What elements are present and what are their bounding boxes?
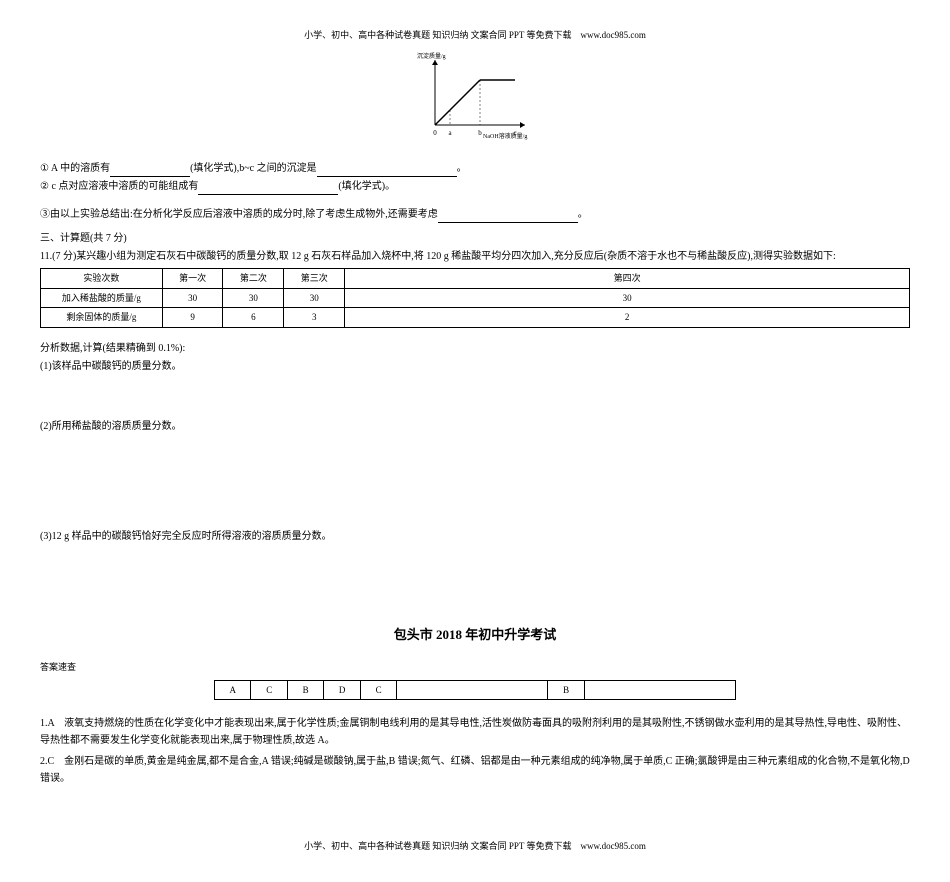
answer-cell: C (251, 680, 287, 699)
explanation-2: 2.C 金刚石是碳的单质,黄金是纯金属,都不是合金,A 错误;纯碱是碳酸钠,属于… (40, 753, 910, 787)
answer-cell: A (215, 680, 251, 699)
cell: 2 (345, 308, 910, 327)
cell: 30 (223, 288, 284, 307)
th-4: 第四次 (345, 269, 910, 288)
table-header-row: 实验次数 第一次 第二次 第三次 第四次 (41, 269, 910, 288)
th-1: 第一次 (162, 269, 223, 288)
exam-title: 包头市 2018 年初中升学考试 (40, 625, 910, 646)
svg-text:沉淀质量/g: 沉淀质量/g (417, 52, 446, 60)
answer-cell: D (324, 680, 360, 699)
blank-2 (198, 183, 338, 195)
table-row: 加入稀盐酸的质量/g 30 30 30 30 (41, 288, 910, 307)
answer-cell: B (287, 680, 323, 699)
question-11-intro: 11.(7 分)某兴趣小组为测定石灰石中碳酸钙的质量分数,取 12 g 石灰石样… (40, 249, 910, 265)
question-3: ③由以上实验总结出:在分析化学反应后溶液中溶质的成分时,除了考虑生成物外,还需要… (40, 207, 910, 223)
q3-text: ③由以上实验总结出:在分析化学反应后溶液中溶质的成分时,除了考虑生成物外,还需要… (40, 209, 438, 220)
blank-3 (438, 211, 578, 223)
cell: 6 (223, 308, 284, 327)
sub-question-2: (2)所用稀盐酸的溶质质量分数。 (40, 419, 910, 435)
section-3-heading: 三、计算题(共 7 分) (40, 231, 910, 247)
th-0: 实验次数 (41, 269, 163, 288)
th-2: 第二次 (223, 269, 284, 288)
experiment-data-table: 实验次数 第一次 第二次 第三次 第四次 加入稀盐酸的质量/g 30 30 30… (40, 268, 910, 327)
cell: 3 (284, 308, 345, 327)
cell: 30 (345, 288, 910, 307)
question-1: ① A 中的溶质有 (填化学式),b~c 之间的沉淀是 。 (40, 161, 910, 177)
svg-text:a: a (448, 129, 452, 137)
svg-text:0: 0 (433, 129, 437, 137)
th-3: 第三次 (284, 269, 345, 288)
q1-prefix: ① A 中的溶质有 (40, 163, 110, 174)
precipitate-chart: 0 a b c 沉淀质量/g NaOH溶液质量/g (40, 50, 910, 146)
q2-prefix: ② c 点对应溶液中溶质的可能组成有 (40, 181, 198, 192)
answer-cell (584, 680, 735, 699)
cell: 30 (284, 288, 345, 307)
cell: 9 (162, 308, 223, 327)
table-row: 剩余固体的质量/g 9 6 3 2 (41, 308, 910, 327)
answer-row: A C B D C B (215, 680, 736, 699)
question-2: ② c 点对应溶液中溶质的可能组成有 (填化学式)。 (40, 179, 910, 195)
blank-1a (110, 165, 190, 177)
q3-end: 。 (578, 209, 588, 220)
answer-cell: B (548, 680, 584, 699)
answer-cell (397, 680, 548, 699)
answer-table: A C B D C B (214, 680, 736, 700)
answer-label: 答案速查 (40, 660, 910, 674)
page-footer: 小学、初中、高中各种试卷真题 知识归纳 文案合同 PPT 等免费下载 www.d… (40, 839, 910, 853)
sub-question-3: (3)12 g 样品中的碳酸钙恰好完全反应时所得溶液的溶质质量分数。 (40, 529, 910, 545)
q1-mid: (填化学式),b~c 之间的沉淀是 (190, 163, 317, 174)
answer-cell: C (360, 680, 396, 699)
blank-1b (317, 165, 457, 177)
page-header: 小学、初中、高中各种试卷真题 知识归纳 文案合同 PPT 等免费下载 www.d… (40, 28, 910, 42)
analysis-intro: 分析数据,计算(结果精确到 0.1%): (40, 341, 910, 357)
sub-question-1: (1)该样品中碳酸钙的质量分数。 (40, 359, 910, 375)
row2-label: 剩余固体的质量/g (41, 308, 163, 327)
svg-text:NaOH溶液质量/g: NaOH溶液质量/g (483, 132, 527, 140)
row1-label: 加入稀盐酸的质量/g (41, 288, 163, 307)
explanation-1: 1.A 液氧支持燃烧的性质在化学变化中才能表现出来,属于化学性质;金属铜制电线利… (40, 715, 910, 749)
q1-end: 。 (457, 163, 467, 174)
svg-text:b: b (478, 129, 482, 137)
cell: 30 (162, 288, 223, 307)
q2-end: (填化学式)。 (338, 181, 395, 192)
